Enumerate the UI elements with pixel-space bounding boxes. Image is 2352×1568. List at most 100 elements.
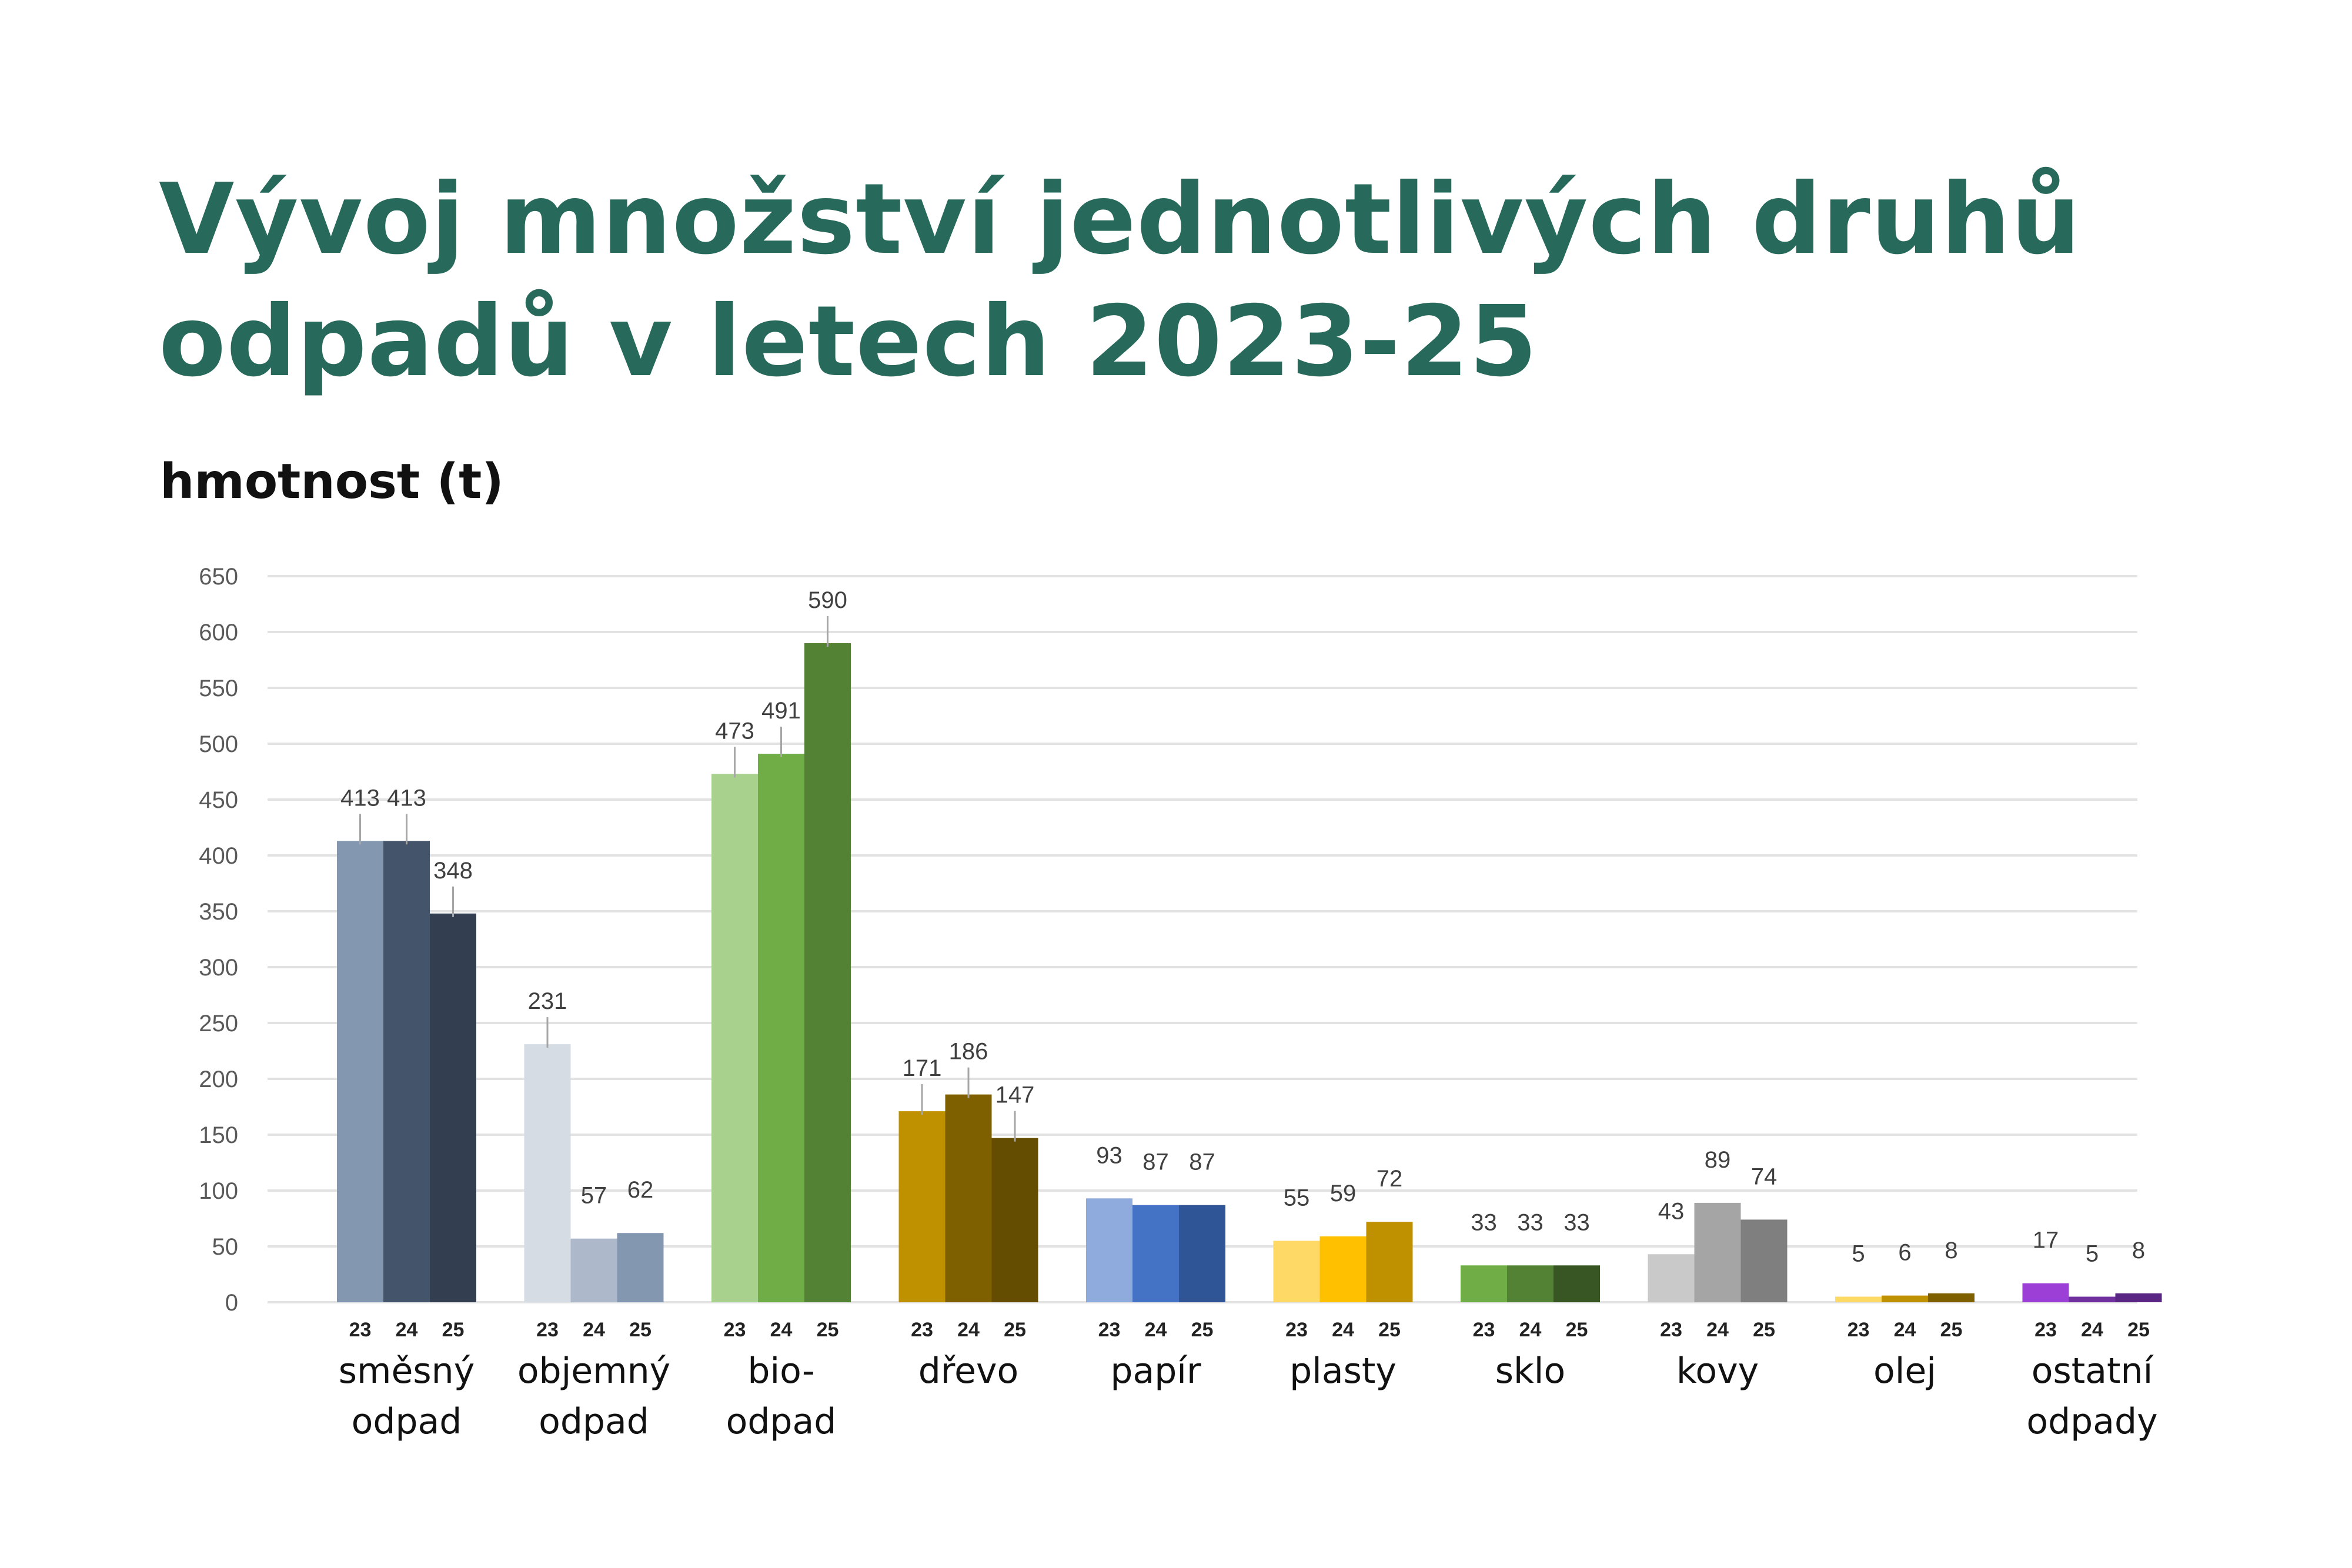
- data-label: 413: [387, 785, 426, 811]
- category-label: odpady: [2026, 1401, 2157, 1442]
- year-label: 23: [1847, 1319, 1870, 1341]
- bar: [991, 1138, 1038, 1302]
- year-label: 25: [817, 1319, 839, 1341]
- year-label: 23: [1660, 1319, 1682, 1341]
- year-label: 25: [1566, 1319, 1588, 1341]
- bar: [1507, 1265, 1553, 1302]
- y-tick-label: 0: [225, 1290, 238, 1316]
- data-label: 93: [1096, 1142, 1122, 1168]
- data-label: 147: [995, 1082, 1035, 1108]
- bar: [1740, 1219, 1788, 1302]
- category-label: olej: [1873, 1350, 1936, 1392]
- year-label: 24: [1145, 1319, 1167, 1341]
- y-tick-label: 450: [199, 787, 238, 813]
- data-label: 186: [949, 1039, 988, 1065]
- year-label: 25: [2127, 1319, 2150, 1341]
- y-tick-label: 50: [212, 1234, 239, 1260]
- year-label: 23: [911, 1319, 933, 1341]
- year-label: 23: [1285, 1319, 1308, 1341]
- bar: [1319, 1236, 1367, 1302]
- category-label: papír: [1110, 1350, 1201, 1392]
- data-label: 5: [1852, 1241, 1865, 1267]
- data-label: 74: [1751, 1164, 1778, 1189]
- year-label: 23: [536, 1319, 559, 1341]
- year-label: 23: [724, 1319, 746, 1341]
- data-label: 8: [2132, 1238, 2145, 1263]
- year-label: 25: [629, 1319, 652, 1341]
- year-label: 24: [1332, 1319, 1354, 1341]
- data-label: 6: [1898, 1240, 1911, 1266]
- year-label: 24: [1894, 1319, 1916, 1341]
- bar: [804, 643, 851, 1302]
- category-label: dřevo: [918, 1350, 1019, 1392]
- data-label: 59: [1330, 1181, 1357, 1206]
- data-label: 473: [715, 718, 754, 744]
- y-tick-label: 550: [199, 676, 238, 701]
- year-label: 25: [1753, 1319, 1775, 1341]
- category-label: odpad: [539, 1401, 649, 1442]
- category-label: směsný: [339, 1350, 475, 1392]
- bar: [430, 913, 476, 1302]
- data-label: 348: [433, 858, 473, 884]
- chart-title: Vývoj množství jednotlivých druhů odpadů…: [159, 163, 2082, 399]
- bar: [758, 754, 804, 1302]
- data-label: 17: [2033, 1228, 2059, 1253]
- data-label: 62: [627, 1177, 654, 1203]
- year-label: 23: [349, 1319, 372, 1341]
- bar: [1882, 1295, 1928, 1302]
- data-label: 171: [903, 1055, 942, 1081]
- year-label: 25: [442, 1319, 465, 1341]
- y-axis-ticks: 0 50 100 150 200 250 300 350 400 450 500 550 600 650: [199, 564, 238, 1316]
- data-label: 87: [1189, 1149, 1215, 1175]
- data-label: 33: [1471, 1209, 1497, 1235]
- data-label: 33: [1517, 1209, 1544, 1235]
- y-tick-label: 100: [199, 1178, 238, 1204]
- bar: [1086, 1198, 1132, 1302]
- y-tick-label: 300: [199, 955, 238, 981]
- bar: [898, 1111, 946, 1302]
- bar: [1461, 1265, 1507, 1302]
- data-label: 87: [1142, 1149, 1169, 1175]
- year-label: 25: [1940, 1319, 1963, 1341]
- bar: [1132, 1205, 1179, 1302]
- bar: [2069, 1296, 2116, 1302]
- bar: [1366, 1222, 1413, 1302]
- data-label: 590: [808, 587, 847, 613]
- y-tick-label: 250: [199, 1011, 238, 1037]
- data-label: 43: [1658, 1198, 1685, 1224]
- bar: [524, 1044, 571, 1302]
- data-label: 57: [581, 1183, 607, 1209]
- bar: [1928, 1293, 1975, 1302]
- year-label: 23: [2034, 1319, 2057, 1341]
- year-label: 24: [2081, 1319, 2103, 1341]
- y-tick-label: 350: [199, 899, 238, 925]
- bar: [945, 1094, 992, 1302]
- y-tick-label: 500: [199, 731, 238, 757]
- bars: [337, 643, 2162, 1302]
- bar: [1273, 1241, 1320, 1302]
- year-label: 25: [1378, 1319, 1401, 1341]
- year-label: 24: [770, 1319, 793, 1341]
- data-label: 33: [1563, 1209, 1590, 1235]
- bar: [383, 841, 430, 1302]
- bar: [617, 1233, 664, 1302]
- bar: [2022, 1283, 2069, 1302]
- year-label: 23: [1473, 1319, 1495, 1341]
- category-label: ostatní: [2032, 1350, 2154, 1392]
- x-axis-labels: 23 24 25 směsný odpad 23 24 25 objemný odpad 23 24 2…: [339, 1319, 2158, 1442]
- data-label: 8: [1945, 1238, 1957, 1263]
- year-label: 24: [583, 1319, 605, 1341]
- bar: [1553, 1265, 1600, 1302]
- year-label: 24: [1519, 1319, 1542, 1341]
- category-label: objemný: [517, 1350, 670, 1392]
- y-tick-label: 400: [199, 843, 238, 869]
- y-tick-label: 200: [199, 1066, 238, 1092]
- data-label: 413: [340, 785, 380, 811]
- data-label: 72: [1377, 1166, 1403, 1192]
- bar: [2115, 1293, 2162, 1302]
- bar: [1694, 1202, 1741, 1302]
- year-label: 24: [396, 1319, 418, 1341]
- bar: [711, 774, 758, 1302]
